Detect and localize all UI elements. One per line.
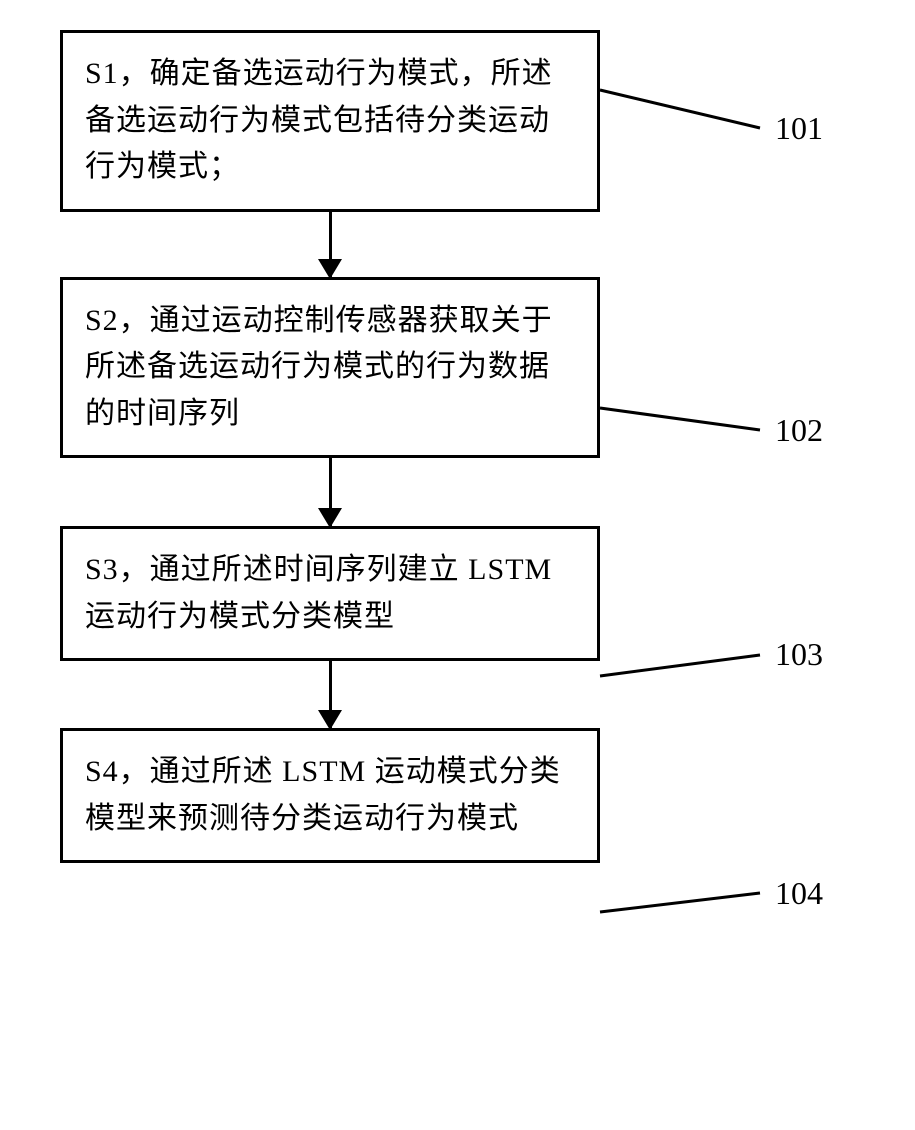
arrow-1: [60, 212, 600, 277]
node-text: S3，通过所述时间序列建立 LSTM运动行为模式分类模型: [85, 547, 575, 640]
flowchart-node-s2: S2，通过运动控制传感器获取关于所述备选运动行为模式的行为数据的时间序列: [60, 277, 600, 459]
node-label-102: 102: [775, 412, 823, 449]
arrow-2: [60, 458, 600, 526]
node-label-101: 101: [775, 110, 823, 147]
flowchart-node-s3: S3，通过所述时间序列建立 LSTM运动行为模式分类模型: [60, 526, 600, 661]
flowchart-container: S1，确定备选运动行为模式，所述备选运动行为模式包括待分类运动行为模式； S2，…: [60, 30, 600, 863]
node-text: S2，通过运动控制传感器获取关于所述备选运动行为模式的行为数据的时间序列: [85, 298, 575, 438]
node-text: S4，通过所述 LSTM 运动模式分类模型来预测待分类运动行为模式: [85, 749, 575, 842]
flowchart-node-s1: S1，确定备选运动行为模式，所述备选运动行为模式包括待分类运动行为模式；: [60, 30, 600, 212]
arrow-3: [60, 661, 600, 728]
node-label-103: 103: [775, 636, 823, 673]
node-label-104: 104: [775, 875, 823, 912]
node-text: S1，确定备选运动行为模式，所述备选运动行为模式包括待分类运动行为模式；: [85, 51, 575, 191]
flowchart-node-s4: S4，通过所述 LSTM 运动模式分类模型来预测待分类运动行为模式: [60, 728, 600, 863]
